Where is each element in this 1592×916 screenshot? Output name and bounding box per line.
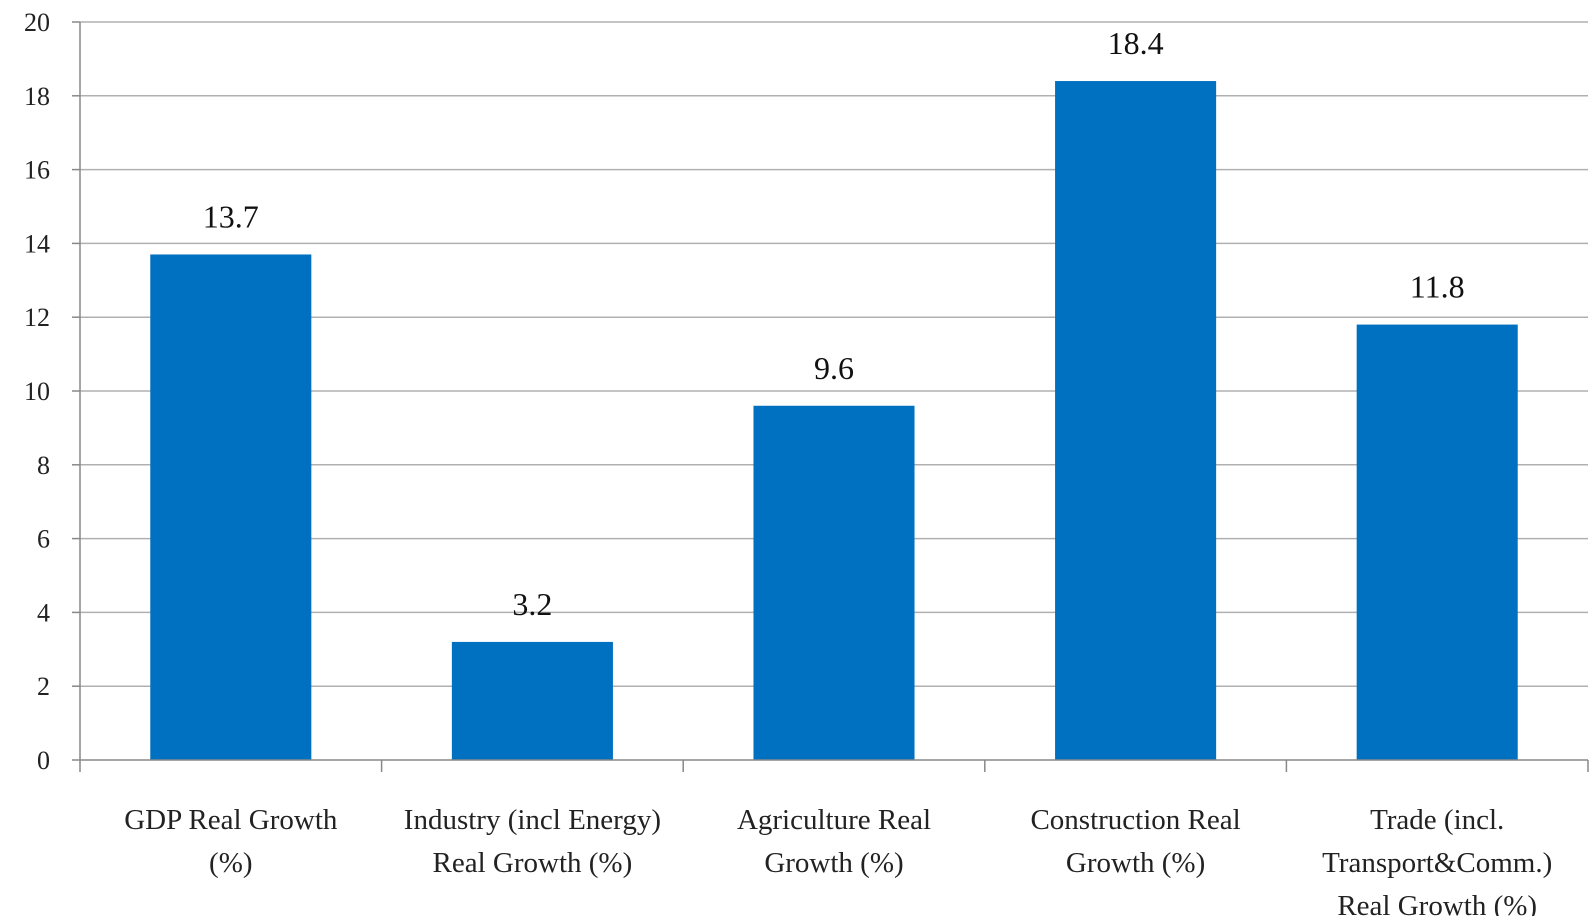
- y-tick-label: 12: [24, 303, 50, 332]
- category-label: Growth (%): [1066, 847, 1205, 879]
- y-axis: 0 2 4 6 8 10 12 14 16 18 20: [24, 8, 81, 775]
- bar: [451, 641, 613, 760]
- category-label: Agriculture Real: [737, 804, 931, 836]
- category-label: GDP Real Growth: [124, 804, 338, 836]
- category-label: Industry (incl Energy): [404, 804, 661, 836]
- category-label: Transport&Comm.): [1322, 847, 1552, 879]
- y-tick-label: 20: [24, 8, 50, 37]
- data-label: 9.6: [814, 350, 854, 386]
- data-label: 11.8: [1410, 269, 1465, 305]
- x-axis: GDP Real Growth (%) Industry (incl Energy)…: [79, 759, 1589, 916]
- data-label: 18.4: [1108, 25, 1164, 61]
- category-label: Trade (incl.: [1370, 804, 1504, 836]
- bars: [150, 81, 1518, 761]
- bar: [1356, 324, 1518, 760]
- bar: [1055, 81, 1217, 761]
- bar: [150, 254, 312, 760]
- category-label: Real Growth (%): [433, 847, 633, 879]
- bar: [753, 405, 915, 760]
- data-label: 3.2: [512, 586, 552, 622]
- y-tick-label: 6: [37, 525, 50, 554]
- y-tick-label: 10: [24, 377, 50, 406]
- y-tick-label: 8: [37, 451, 50, 480]
- y-tick-label: 16: [24, 156, 50, 185]
- y-tick-label: 14: [24, 229, 50, 258]
- data-labels: 13.7 3.2 9.6 18.4 11.8: [203, 25, 1465, 622]
- y-tick-label: 0: [37, 746, 50, 775]
- y-tick-label: 2: [37, 672, 50, 701]
- data-label: 13.7: [203, 198, 259, 234]
- category-label: (%): [209, 847, 252, 879]
- grid-lines: [80, 21, 1588, 687]
- y-tick-label: 18: [24, 82, 50, 111]
- category-label: Growth (%): [764, 847, 903, 879]
- category-label: Construction Real: [1030, 804, 1240, 836]
- category-label: Real Growth (%): [1337, 890, 1537, 916]
- y-tick-label: 4: [37, 598, 50, 627]
